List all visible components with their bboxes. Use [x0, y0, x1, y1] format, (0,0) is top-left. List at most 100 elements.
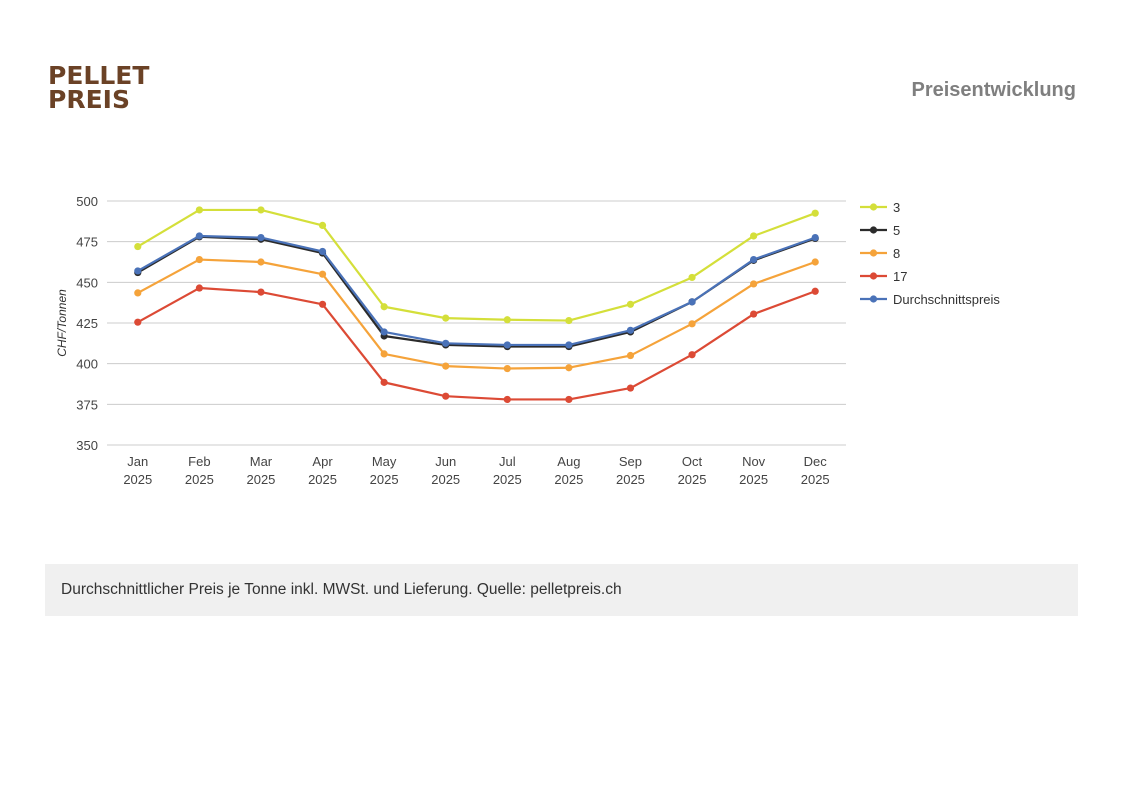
series-durchschnittspreis [134, 232, 819, 349]
legend-label: 5 [893, 223, 900, 238]
data-point [626, 351, 635, 360]
data-point [380, 378, 388, 386]
data-point [688, 351, 696, 359]
x-tick-label-year: 2025 [246, 472, 275, 487]
data-point [565, 395, 573, 404]
data-point [811, 258, 819, 266]
x-tick-label-year: 2025 [123, 472, 152, 487]
data-point [503, 364, 511, 373]
y-tick-label: 500 [76, 194, 98, 209]
x-axis-ticks: Jan 2025 Feb 2025 Mar 2025 Apr 2025 May 2025 Jun 20… [123, 454, 829, 487]
x-tick-label-year: 2025 [493, 472, 522, 487]
data-point [380, 350, 388, 358]
data-point [134, 242, 142, 251]
x-tick-label-month: Dec [804, 454, 828, 469]
x-tick-label-year: 2025 [739, 472, 768, 487]
x-tick-label-year: 2025 [616, 472, 645, 487]
data-point [565, 364, 573, 372]
legend: 3 5 8 17 Durchschnittspreis [860, 200, 1000, 307]
x-tick-label-month: May [372, 454, 397, 469]
series-3 [134, 206, 819, 325]
data-point [318, 247, 327, 256]
data-point [257, 206, 265, 214]
data-point [811, 234, 819, 242]
footer-note-box: Durchschnittlicher Preis je Tonne inkl. … [45, 564, 1078, 616]
series-5 [134, 233, 819, 351]
data-point [318, 221, 327, 229]
y-tick-label: 375 [76, 397, 98, 412]
data-point [134, 267, 142, 275]
data-point [750, 280, 758, 288]
y-tick-label: 425 [76, 316, 98, 331]
y-tick-label: 450 [76, 275, 98, 290]
x-tick-label-month: Sep [619, 454, 642, 469]
legend-marker-icon [869, 226, 878, 234]
legend-label: 17 [893, 269, 907, 284]
series-8 [134, 255, 819, 373]
x-tick-label-year: 2025 [678, 472, 707, 487]
series-line [137, 234, 816, 347]
data-point [565, 316, 573, 325]
data-point [626, 326, 635, 334]
series-line [137, 208, 816, 322]
x-tick-label-year: 2025 [185, 472, 214, 487]
data-point [134, 318, 142, 326]
data-point [811, 209, 819, 217]
x-tick-label-month: Jan [127, 454, 148, 469]
page-title: Preisentwicklung [911, 79, 1077, 101]
data-point [195, 232, 203, 240]
data-point [688, 320, 696, 328]
legend-item: Durchschnittspreis [860, 292, 1000, 307]
data-point [565, 341, 573, 349]
data-point [626, 300, 635, 308]
data-point [257, 234, 265, 242]
x-tick-label-year: 2025 [431, 472, 460, 487]
data-point [195, 255, 203, 264]
x-tick-label-month: Apr [312, 454, 333, 469]
legend-item: 5 [860, 223, 900, 238]
y-tick-label: 350 [76, 438, 98, 453]
legend-marker-icon [869, 272, 878, 280]
legend-label: 8 [893, 246, 900, 261]
legend-marker-icon [869, 249, 878, 257]
data-point [257, 288, 265, 296]
x-tick-label-month: Nov [742, 454, 766, 469]
data-point [811, 287, 819, 295]
series-line [137, 286, 816, 401]
x-tick-label-year: 2025 [801, 472, 830, 487]
legend-item: 17 [860, 269, 907, 284]
logo-line-1: PELLET [48, 61, 150, 90]
data-point [380, 303, 388, 311]
data-point [134, 289, 142, 297]
footer-note: Durchschnittlicher Preis je Tonne inkl. … [61, 581, 622, 598]
series-line [137, 258, 816, 370]
legend-item: 3 [860, 200, 900, 215]
data-point [503, 341, 511, 349]
data-point [442, 392, 450, 400]
x-tick-label-year: 2025 [370, 472, 399, 487]
y-axis-ticks: 350 375 400 425 450 475 500 [76, 194, 98, 453]
y-tick-label: 400 [76, 357, 98, 372]
data-point [688, 298, 696, 306]
data-point [195, 206, 203, 214]
pelletpreis-logo: PELLET PREIS [48, 61, 150, 112]
legend-item: 8 [860, 246, 900, 261]
data-point [442, 314, 450, 322]
data-point [750, 232, 758, 240]
x-tick-label-year: 2025 [308, 472, 337, 487]
data-point [626, 384, 635, 392]
series-lines [134, 206, 819, 404]
data-point [503, 316, 511, 324]
legend-label: Durchschnittspreis [893, 292, 1000, 307]
x-tick-label-year: 2025 [554, 472, 583, 487]
data-point [750, 255, 758, 264]
x-tick-label-month: Jun [435, 454, 456, 469]
data-point [318, 270, 327, 278]
data-point [318, 300, 327, 308]
data-point [442, 339, 450, 347]
data-point [380, 328, 388, 336]
y-axis-label: CHF/Tonnen [55, 289, 69, 357]
data-point [195, 284, 203, 292]
legend-marker-icon [869, 203, 878, 211]
x-tick-label-month: Feb [188, 454, 210, 469]
